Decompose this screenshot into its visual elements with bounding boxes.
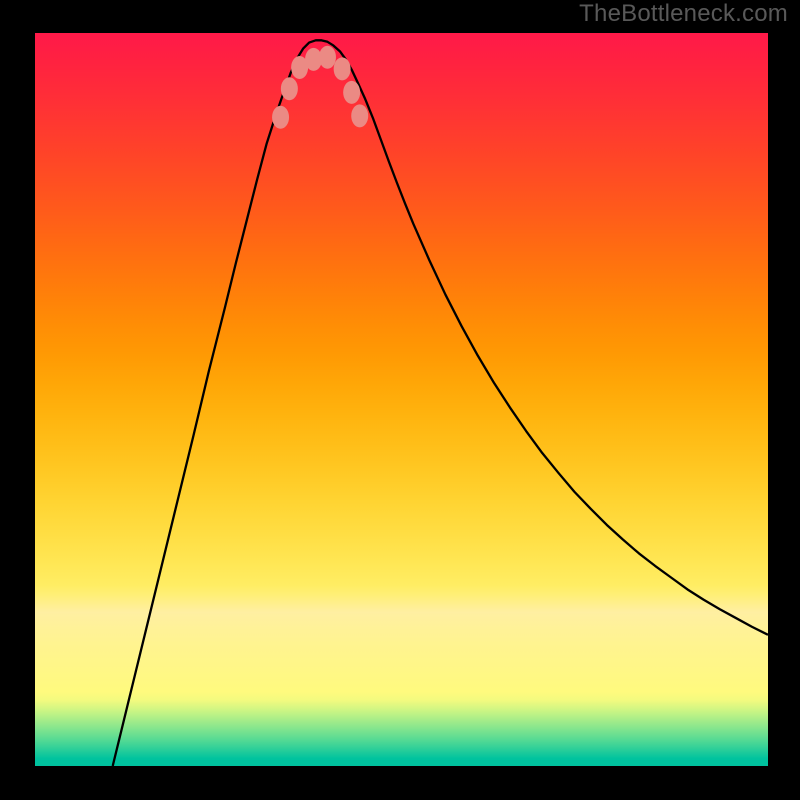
data-marker bbox=[334, 57, 351, 80]
plot-area bbox=[35, 33, 768, 766]
data-marker bbox=[343, 81, 360, 104]
watermark-text: TheBottleneck.com bbox=[579, 0, 788, 28]
data-marker bbox=[272, 106, 289, 129]
gradient-background bbox=[35, 33, 768, 766]
data-marker bbox=[319, 46, 336, 69]
chart-container: TheBottleneck.com bbox=[0, 0, 800, 800]
plot-svg bbox=[35, 33, 768, 766]
data-marker bbox=[351, 104, 368, 127]
data-marker bbox=[281, 77, 298, 100]
